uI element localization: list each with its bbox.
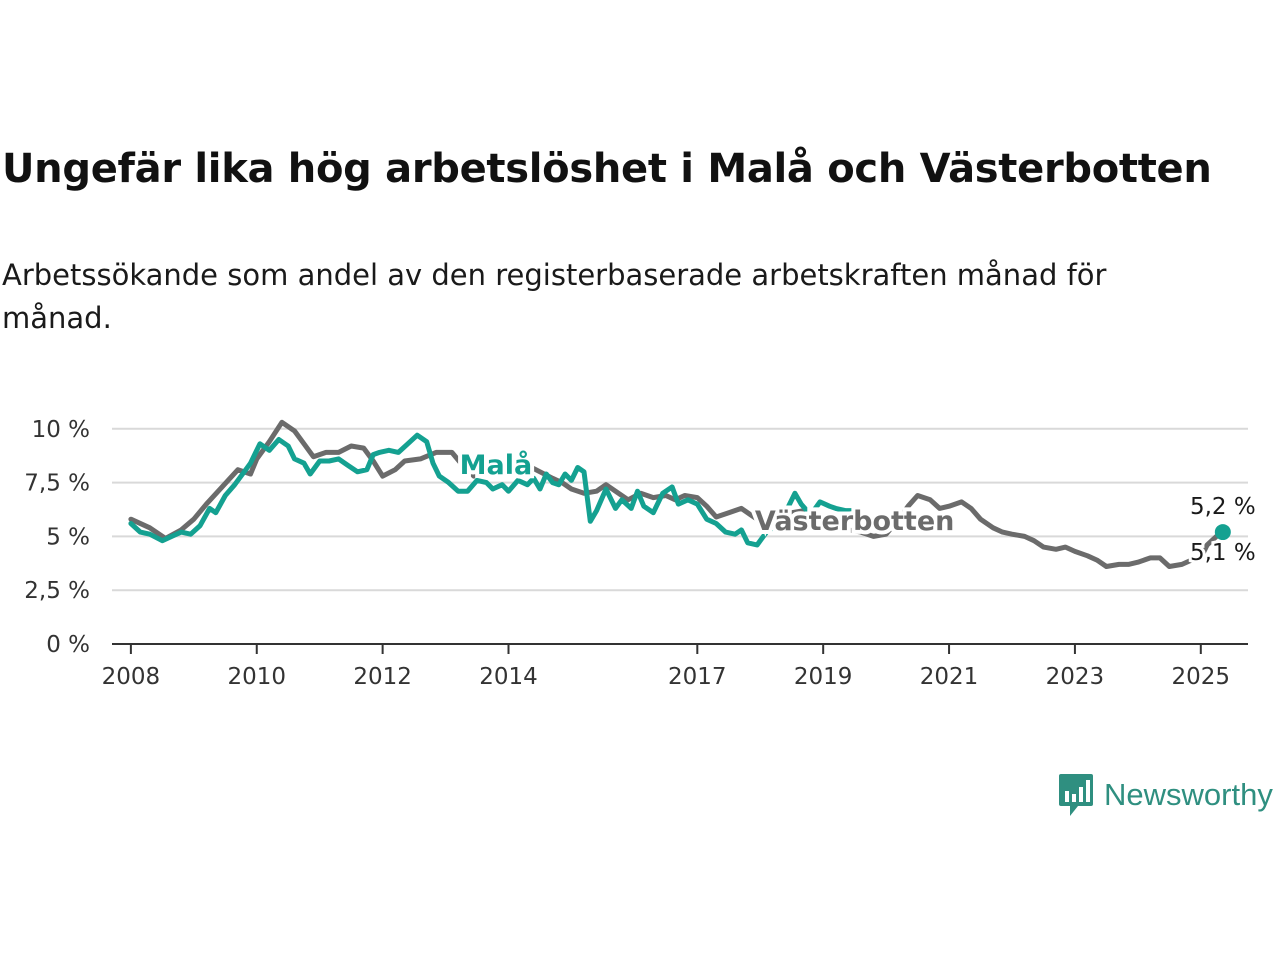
y-tick-label: 0 % bbox=[46, 632, 90, 658]
x-tick-label: 2019 bbox=[794, 664, 853, 690]
x-tick-label: 2025 bbox=[1172, 664, 1231, 690]
end-value-label: 5,2 % bbox=[1190, 494, 1256, 520]
series-line bbox=[128, 419, 1226, 569]
line-chart: 0 % 2,5 % 5 % 7,5 % 10 % 2008 2010 2012 2014 201… bbox=[24, 417, 1259, 690]
series-lines bbox=[128, 419, 1226, 569]
series-line bbox=[128, 432, 858, 548]
x-tick-label: 2010 bbox=[227, 664, 286, 690]
x-tick-label: 2017 bbox=[668, 664, 727, 690]
x-axis: 2008 2010 2012 2014 2017 2019 2021 2023 2025 bbox=[102, 643, 1248, 690]
brand-logo: Newsworthy bbox=[1058, 772, 1273, 818]
x-tick-label: 2012 bbox=[353, 664, 412, 690]
brand-name: Newsworthy bbox=[1104, 777, 1273, 812]
series-label: Malå bbox=[460, 449, 533, 481]
y-axis: 0 % 2,5 % 5 % 7,5 % 10 % bbox=[24, 417, 90, 658]
end-value-label: 5,1 % bbox=[1190, 540, 1256, 566]
series-labels: Västerbotten Malå 5,2 % 5,1 % bbox=[456, 445, 1259, 569]
end-marker bbox=[1214, 524, 1231, 541]
y-tick-label: 2,5 % bbox=[24, 578, 90, 604]
chart-title: Ungefär lika hög arbetslöshet i Malå och… bbox=[2, 146, 1212, 192]
y-tick-label: 7,5 % bbox=[24, 471, 90, 497]
x-tick-label: 2014 bbox=[479, 664, 538, 690]
x-tick-label: 2023 bbox=[1046, 664, 1105, 690]
series-label: Västerbotten bbox=[755, 506, 954, 537]
x-tick-label: 2008 bbox=[102, 664, 161, 690]
y-tick-label: 10 % bbox=[32, 417, 90, 443]
bar-chart-speech-bubble-icon bbox=[1059, 774, 1093, 816]
y-tick-label: 5 % bbox=[46, 524, 90, 550]
gridlines bbox=[112, 427, 1248, 592]
x-tick-label: 2021 bbox=[920, 664, 979, 690]
chart-subtitle: Arbetssökande som andel av den registerb… bbox=[2, 258, 1107, 335]
